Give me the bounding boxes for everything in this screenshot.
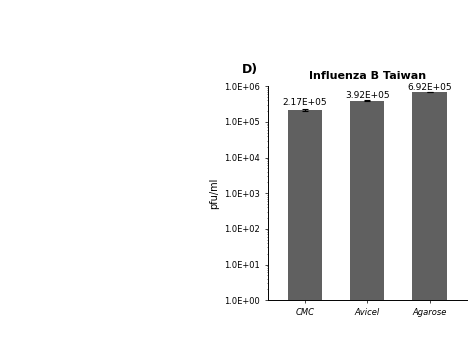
Title: Influenza B Taiwan: Influenza B Taiwan [309, 71, 426, 81]
Text: 2.17E+05: 2.17E+05 [283, 98, 328, 107]
Text: 3.92E+05: 3.92E+05 [345, 91, 390, 100]
Text: D): D) [242, 63, 258, 76]
Y-axis label: pfu/ml: pfu/ml [209, 178, 219, 209]
Bar [412, 92, 447, 345]
Bar [288, 110, 322, 345]
Text: 6.92E+05: 6.92E+05 [407, 82, 452, 91]
Bar [350, 101, 384, 345]
